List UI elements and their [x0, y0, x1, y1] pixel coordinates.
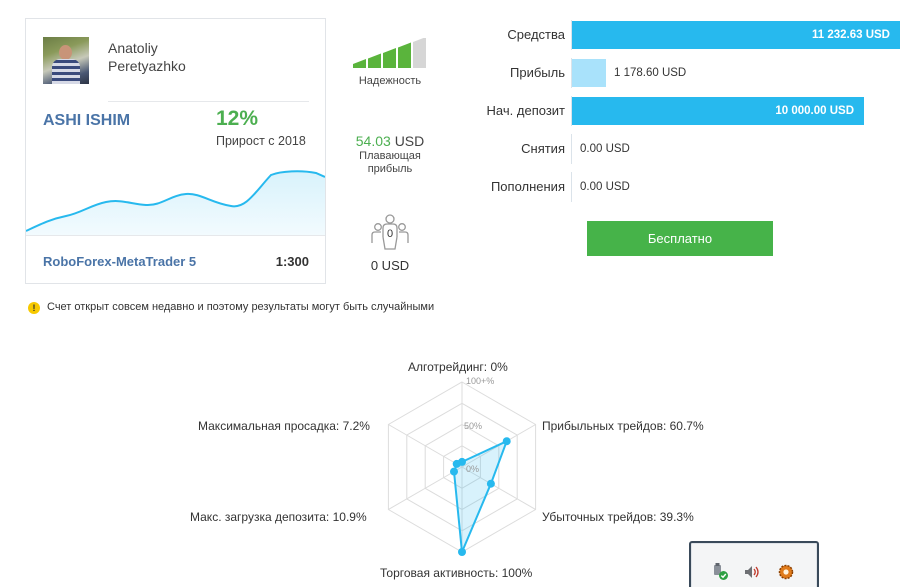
finance-row-profit: Прибыль 1 178.60 USD: [440, 58, 900, 88]
trader-last-name[interactable]: Peretyazhko: [108, 58, 186, 74]
radar-label-trading-activity: Торговая активность: 100%: [380, 566, 533, 580]
finance-value-deposits: 0.00 USD: [580, 181, 630, 193]
profile-card: Anatoliy Peretyazhko ASHI ISHIM 12% Прир…: [25, 18, 326, 284]
reliability-bar-3: [383, 48, 396, 68]
floating-profit-currency: USD: [394, 133, 425, 149]
subscribers-count: 0: [386, 228, 394, 240]
radar-spoke-3: [461, 466, 536, 510]
finance-row-initial-deposit: Нач. депозит 10 000.00 USD: [440, 96, 900, 126]
finance-value-withdrawals: 0.00 USD: [580, 143, 630, 155]
subscribers-icon: [371, 214, 409, 250]
reliability-label: Надежность: [358, 75, 422, 87]
free-subscribe-button[interactable]: Бесплатно: [587, 221, 773, 256]
finance-label-equity: Средства: [507, 27, 565, 42]
avatar[interactable]: [43, 37, 89, 84]
card-bottom-divider: [26, 235, 325, 236]
finance-label-deposits: Пополнения: [490, 179, 565, 194]
radar-spoke-6: [388, 424, 463, 468]
finance-value-profit: 1 178.60 USD: [614, 67, 687, 79]
finance-label-initial-deposit: Нач. депозит: [486, 103, 565, 118]
reliability-bar-1: [353, 59, 366, 68]
warning-message: ! Счет открыт совсем недавно и поэтому ре…: [28, 300, 434, 314]
finance-value-equity: 11 232.63 USD: [811, 29, 890, 41]
radar-point-5: [450, 467, 458, 476]
system-tray-popup: [689, 541, 819, 587]
radar-point-2: [502, 437, 511, 446]
finance-bar-initial-deposit: [572, 97, 864, 125]
volume-icon[interactable]: [743, 563, 761, 581]
radar-tick-100: 100+%: [466, 376, 495, 386]
reliability-bars-icon: [353, 38, 426, 68]
trader-first-name[interactable]: Anatoliy: [108, 40, 158, 56]
floating-profit-value: 54.03 USD: [340, 133, 440, 149]
card-divider: [108, 101, 309, 102]
reliability-bar-5: [413, 38, 426, 68]
finance-row-equity: Средства 11 232.63 USD: [440, 20, 900, 50]
radar-tick-0: 0%: [466, 464, 480, 474]
growth-value: 12%: [216, 107, 259, 130]
radar-point-4: [458, 548, 466, 556]
subscribers-funds: 0 USD: [370, 258, 410, 273]
finance-bar-profit: [572, 59, 606, 87]
gear-app-icon[interactable]: [777, 563, 795, 581]
finance-row-withdrawals: Снятия 0.00 USD: [440, 134, 900, 164]
growth-chart: [26, 170, 325, 235]
warning-text: Счет открыт совсем недавно и поэтому рез…: [47, 301, 435, 313]
radar-label-algotrading: Алготрейдинг: 0%: [408, 360, 508, 374]
leverage-value: 1:300: [275, 254, 309, 269]
finance-bar-equity: [572, 21, 900, 49]
growth-chart-line: [26, 170, 325, 232]
finance-row-deposits: Пополнения 0.00 USD: [440, 172, 900, 202]
finance-label-withdrawals: Снятия: [521, 141, 565, 156]
radar-point-3: [486, 479, 495, 488]
growth-chart-area: [26, 171, 325, 235]
growth-label: Прирост с 2018: [216, 134, 306, 148]
reliability-bar-4: [398, 42, 411, 68]
radar-tick-50: 50%: [464, 421, 483, 431]
radar-point-6: [452, 459, 461, 468]
trader-name[interactable]: Anatoliy Peretyazhko: [108, 39, 258, 75]
radar-label-max-drawdown: Максимальная просадка: 7.2%: [198, 419, 370, 433]
floating-profit-label: Плавающая прибыль: [359, 150, 421, 175]
finance-value-initial-deposit: 10 000.00 USD: [775, 105, 854, 117]
radar-label-profit-trades: Прибыльных трейдов: 60.7%: [542, 419, 704, 433]
radar-label-loss-trades: Убыточных трейдов: 39.3%: [542, 510, 694, 524]
account-name[interactable]: ASHI ISHIM: [43, 112, 131, 129]
floating-profit-amount: 54.03: [355, 133, 391, 149]
warning-icon: !: [28, 302, 40, 314]
broker-link[interactable]: RoboForex-MetaTrader 5: [43, 254, 197, 269]
radar-spoke-5: [388, 466, 463, 510]
finance-label-profit: Прибыль: [510, 65, 565, 80]
reliability-bar-2: [368, 53, 381, 68]
usb-safely-remove-icon[interactable]: [711, 563, 729, 581]
radar-chart: [387, 381, 537, 556]
radar-points: [450, 437, 511, 556]
radar-label-max-deposit-load: Макс. загрузка депозита: 10.9%: [190, 510, 367, 524]
